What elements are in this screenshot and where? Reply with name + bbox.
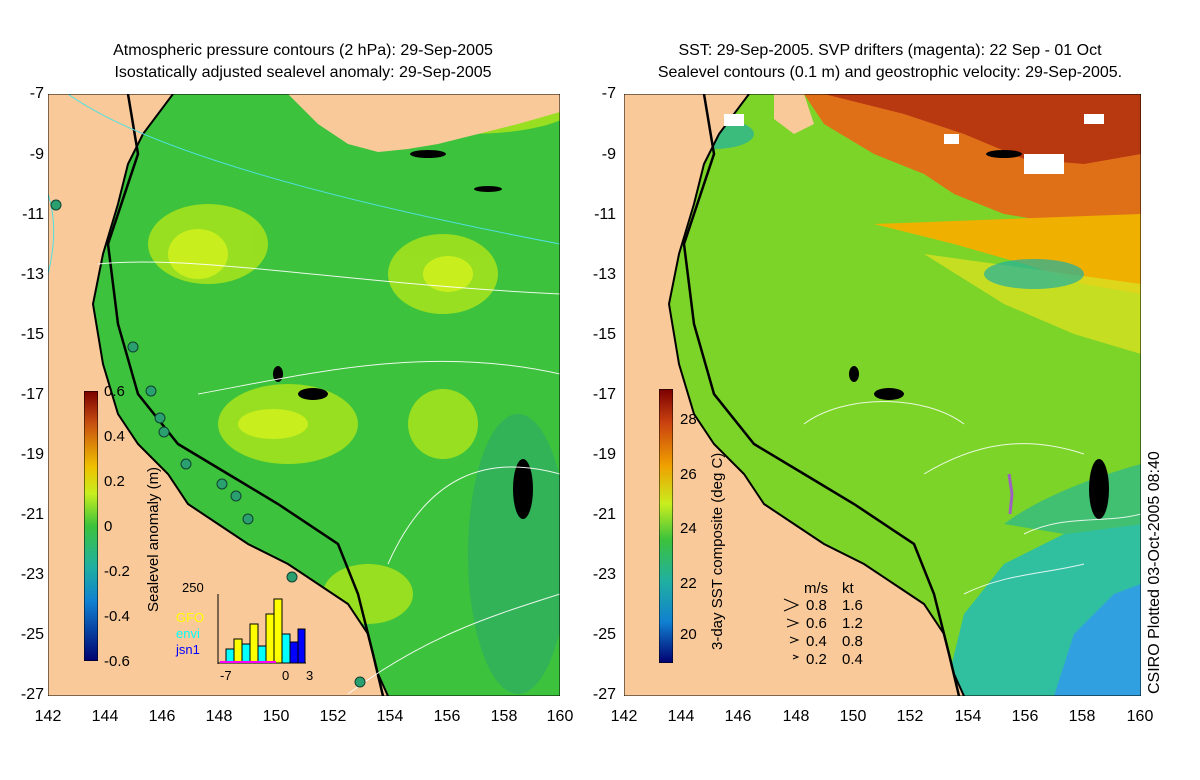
right-lat-tick: -21: [592, 506, 616, 523]
right-colorbar-label: 3-day SST composite (deg C): [709, 452, 726, 650]
left-lat-tick: -25: [20, 626, 44, 643]
velocity-key-ms-1: 0.6: [806, 615, 827, 632]
inset-xtick-2: 3: [306, 668, 314, 683]
right-lon-tick: 154: [954, 708, 982, 725]
inset-ymax-label: 250: [182, 580, 204, 595]
left-colorbar-tick-1: 0.4: [104, 428, 125, 445]
right-lon-tick: 142: [610, 708, 638, 725]
left-lat-tick: -27: [20, 686, 44, 703]
right-lon-tick: 152: [896, 708, 924, 725]
left-lat-tick: -17: [20, 386, 44, 403]
left-colorbar-label: Sealevel anomaly (m): [145, 466, 162, 612]
left-lon-tick: 154: [376, 708, 404, 725]
right-lon-tick: 150: [839, 708, 867, 725]
left-title-line1: Atmospheric pressure contours (2 hPa): 2…: [113, 42, 493, 59]
right-title-line2: Sealevel contours (0.1 m) and geostrophi…: [657, 64, 1123, 81]
right-map: [624, 94, 1141, 696]
velocity-key-header-ms: m/s: [804, 580, 829, 597]
velocity-key-header-kt: kt: [842, 580, 854, 597]
velocity-key-kt-2: 0.8: [842, 633, 863, 650]
right-lat-tick: -17: [592, 386, 616, 403]
right-colorbar: [659, 389, 673, 663]
velocity-key-kt-0: 1.6: [842, 597, 863, 614]
right-lat-tick: -19: [592, 446, 616, 463]
plot-credit: CSIRO Plotted 03-Oct-2005 08:40: [1146, 451, 1163, 694]
velocity-key-ms-2: 0.4: [806, 633, 827, 650]
inset-legend-envi: envi: [176, 626, 200, 641]
velocity-key-ms-0: 0.8: [806, 597, 827, 614]
right-lat-tick: -7: [601, 85, 616, 102]
left-lat-tick: -13: [20, 266, 44, 283]
left-colorbar-tick-0: 0.6: [104, 383, 125, 400]
left-lon-tick: 146: [148, 708, 176, 725]
left-lon-tick: 160: [546, 708, 574, 725]
velocity-key-ms-3: 0.2: [806, 651, 827, 668]
left-colorbar-tick-6: -0.6: [104, 653, 130, 670]
left-colorbar-tick-4: -0.2: [104, 563, 130, 580]
velocity-key-kt-3: 0.4: [842, 651, 863, 668]
left-lat-tick: -19: [20, 446, 44, 463]
right-lat-tick: -15: [592, 326, 616, 343]
left-colorbar-tick-2: 0.2: [104, 473, 125, 490]
right-lon-tick: 156: [1011, 708, 1039, 725]
left-lat-tick: -15: [20, 326, 44, 343]
right-lon-tick: 158: [1068, 708, 1096, 725]
left-map: [48, 94, 560, 696]
inset-histogram: [217, 594, 306, 664]
right-lat-tick: -9: [601, 146, 616, 163]
left-lat-tick: -23: [20, 566, 44, 583]
left-lon-tick: 144: [91, 708, 119, 725]
left-lon-tick: 150: [262, 708, 290, 725]
left-lat-tick: -21: [20, 506, 44, 523]
left-lon-tick: 152: [319, 708, 347, 725]
right-colorbar-tick-0: 28: [680, 411, 697, 428]
velocity-key-arrows: [783, 598, 800, 660]
left-lat-tick: -11: [22, 206, 44, 223]
right-lon-tick: 144: [667, 708, 695, 725]
right-lat-tick: -23: [592, 566, 616, 583]
right-lat-tick: -25: [592, 626, 616, 643]
left-lon-tick: 148: [205, 708, 233, 725]
right-colorbar-tick-1: 26: [680, 466, 697, 483]
inset-legend-jsn1: jsn1: [176, 642, 200, 657]
left-title-line2: Isostatically adjusted sealevel anomaly:…: [114, 64, 492, 81]
left-lon-tick: 156: [433, 708, 461, 725]
left-colorbar-tick-3: 0: [104, 518, 113, 535]
right-lon-tick: 160: [1126, 708, 1154, 725]
left-lat-tick: -9: [29, 146, 44, 163]
left-lat-tick: -7: [29, 85, 44, 102]
right-lat-tick: -11: [594, 206, 616, 223]
right-colorbar-tick-2: 24: [680, 520, 697, 537]
left-colorbar-tick-5: -0.4: [104, 608, 130, 625]
left-colorbar: [84, 391, 98, 661]
right-lon-tick: 148: [782, 708, 810, 725]
inset-legend-gfo: GFO: [176, 610, 205, 625]
right-title-line1: SST: 29-Sep-2005. SVP drifters (magenta)…: [678, 42, 1102, 59]
left-lon-tick: 158: [490, 708, 518, 725]
right-lat-tick: -27: [592, 686, 616, 703]
velocity-key-kt-1: 1.2: [842, 615, 863, 632]
right-lat-tick: -13: [592, 266, 616, 283]
inset-xtick-1: 0: [282, 668, 290, 683]
inset-xtick-0: -7: [220, 668, 232, 683]
right-colorbar-tick-3: 22: [680, 575, 697, 592]
left-lon-tick: 142: [34, 708, 62, 725]
right-lon-tick: 146: [724, 708, 752, 725]
right-colorbar-tick-4: 20: [680, 626, 697, 643]
